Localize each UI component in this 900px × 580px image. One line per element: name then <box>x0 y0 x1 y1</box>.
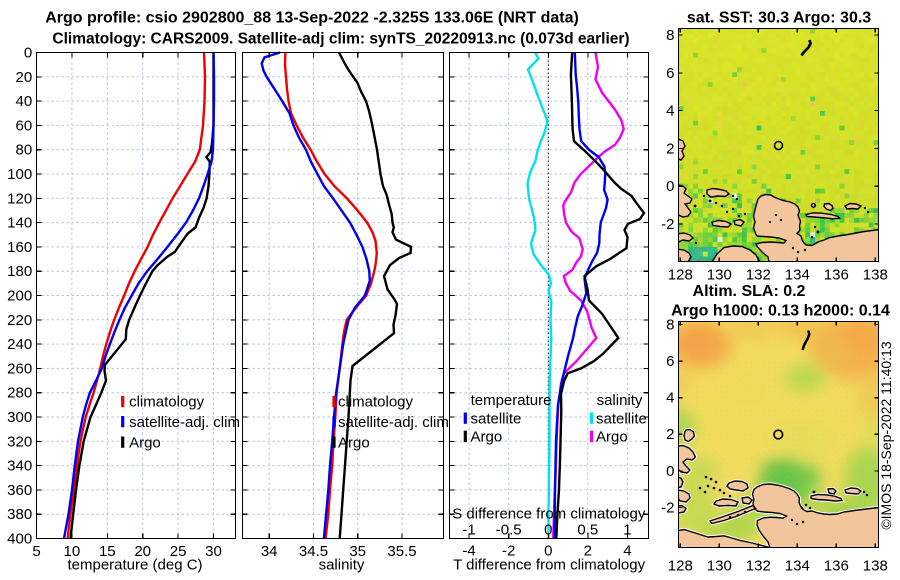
svg-text:100: 100 <box>7 166 32 183</box>
svg-text:temperature (deg C): temperature (deg C) <box>67 557 202 574</box>
svg-text:-4: -4 <box>462 543 475 560</box>
svg-text:0: 0 <box>666 178 674 195</box>
svg-text:satellite-adj. clim: satellite-adj. clim <box>129 414 240 431</box>
svg-text:6: 6 <box>666 65 674 82</box>
svg-text:140: 140 <box>7 215 32 232</box>
svg-text:4: 4 <box>666 103 674 120</box>
svg-text:0: 0 <box>666 463 674 480</box>
svg-text:120: 120 <box>7 190 32 207</box>
svg-text:360: 360 <box>7 482 32 499</box>
svg-text:Argo: Argo <box>471 429 503 446</box>
svg-text:130: 130 <box>707 266 732 283</box>
svg-text:134: 134 <box>785 266 810 283</box>
svg-text:30: 30 <box>205 543 222 560</box>
svg-text:8: 8 <box>666 317 674 334</box>
svg-text:4: 4 <box>666 390 674 407</box>
svg-text:240: 240 <box>7 336 32 353</box>
svg-text:Climatology: CARS2009. Satelli: Climatology: CARS2009. Satellite-adj cli… <box>52 31 629 48</box>
svg-text:300: 300 <box>7 409 32 426</box>
svg-text:©IMOS 18-Sep-2022 11:40:13: ©IMOS 18-Sep-2022 11:40:13 <box>878 341 894 529</box>
svg-text:220: 220 <box>7 312 32 329</box>
svg-text:40: 40 <box>16 93 33 110</box>
svg-text:25: 25 <box>170 543 187 560</box>
svg-text:134: 134 <box>785 557 810 574</box>
svg-text:Argo: Argo <box>338 434 370 451</box>
svg-text:380: 380 <box>7 506 32 523</box>
svg-text:4: 4 <box>623 543 631 560</box>
svg-text:200: 200 <box>7 288 32 305</box>
svg-text:0: 0 <box>544 522 552 539</box>
svg-text:15: 15 <box>99 543 116 560</box>
svg-text:138: 138 <box>863 266 888 283</box>
svg-text:128: 128 <box>668 266 693 283</box>
svg-text:136: 136 <box>824 557 849 574</box>
svg-text:340: 340 <box>7 458 32 475</box>
svg-text:Altim. SLA: 0.2: Altim. SLA: 0.2 <box>693 283 806 300</box>
svg-text:satellite: satellite <box>471 410 522 427</box>
svg-text:Argo: Argo <box>596 429 628 446</box>
svg-text:10: 10 <box>64 543 81 560</box>
svg-text:0: 0 <box>24 45 32 62</box>
svg-text:Argo: Argo <box>129 434 161 451</box>
svg-text:136: 136 <box>824 266 849 283</box>
svg-text:salinity: salinity <box>319 557 365 574</box>
svg-text:260: 260 <box>7 360 32 377</box>
svg-text:satellite-adj. clim: satellite-adj. clim <box>338 414 449 431</box>
svg-text:T difference from climatology: T difference from climatology <box>453 557 646 574</box>
svg-text:20: 20 <box>16 69 33 86</box>
svg-text:sat. SST: 30.3 Argo: 30.3: sat. SST: 30.3 Argo: 30.3 <box>687 10 871 27</box>
svg-text:climatology: climatology <box>338 394 414 411</box>
svg-text:60: 60 <box>16 117 33 134</box>
svg-text:280: 280 <box>7 385 32 402</box>
svg-text:6: 6 <box>666 353 674 370</box>
svg-text:8: 8 <box>666 27 674 44</box>
svg-text:138: 138 <box>863 557 888 574</box>
svg-text:34: 34 <box>261 543 278 560</box>
svg-text:-0.5: -0.5 <box>496 522 522 539</box>
svg-text:2: 2 <box>666 426 674 443</box>
svg-text:132: 132 <box>746 266 771 283</box>
svg-text:Argo profile: csio 2902800_88: Argo profile: csio 2902800_88 13-Sep-202… <box>45 10 579 27</box>
svg-text:20: 20 <box>134 543 151 560</box>
svg-text:2: 2 <box>584 543 592 560</box>
svg-text:160: 160 <box>7 239 32 256</box>
svg-text:5: 5 <box>32 543 40 560</box>
svg-text:-2: -2 <box>661 216 674 233</box>
svg-text:320: 320 <box>7 433 32 450</box>
svg-text:climatology: climatology <box>129 394 205 411</box>
svg-text:128: 128 <box>668 557 693 574</box>
svg-text:400: 400 <box>7 531 32 548</box>
svg-text:1: 1 <box>623 522 631 539</box>
svg-text:130: 130 <box>707 557 732 574</box>
svg-text:satellite: satellite <box>596 410 647 427</box>
svg-text:132: 132 <box>746 557 771 574</box>
svg-text:2: 2 <box>666 140 674 157</box>
svg-text:0.5: 0.5 <box>577 522 598 539</box>
svg-text:salinity: salinity <box>597 392 643 409</box>
svg-text:0: 0 <box>544 543 552 560</box>
svg-text:temperature: temperature <box>471 392 552 409</box>
svg-text:80: 80 <box>16 142 33 159</box>
svg-text:-2: -2 <box>661 499 674 516</box>
svg-text:-2: -2 <box>502 543 515 560</box>
svg-text:34.5: 34.5 <box>299 543 328 560</box>
svg-text:180: 180 <box>7 263 32 280</box>
svg-text:S difference from climatology: S difference from climatology <box>452 506 646 523</box>
svg-text:35.5: 35.5 <box>387 543 416 560</box>
svg-text:35: 35 <box>349 543 366 560</box>
svg-text:Argo h1000: 0.13 h2000: 0.14: Argo h1000: 0.13 h2000: 0.14 <box>671 303 890 320</box>
svg-text:-1: -1 <box>462 522 475 539</box>
